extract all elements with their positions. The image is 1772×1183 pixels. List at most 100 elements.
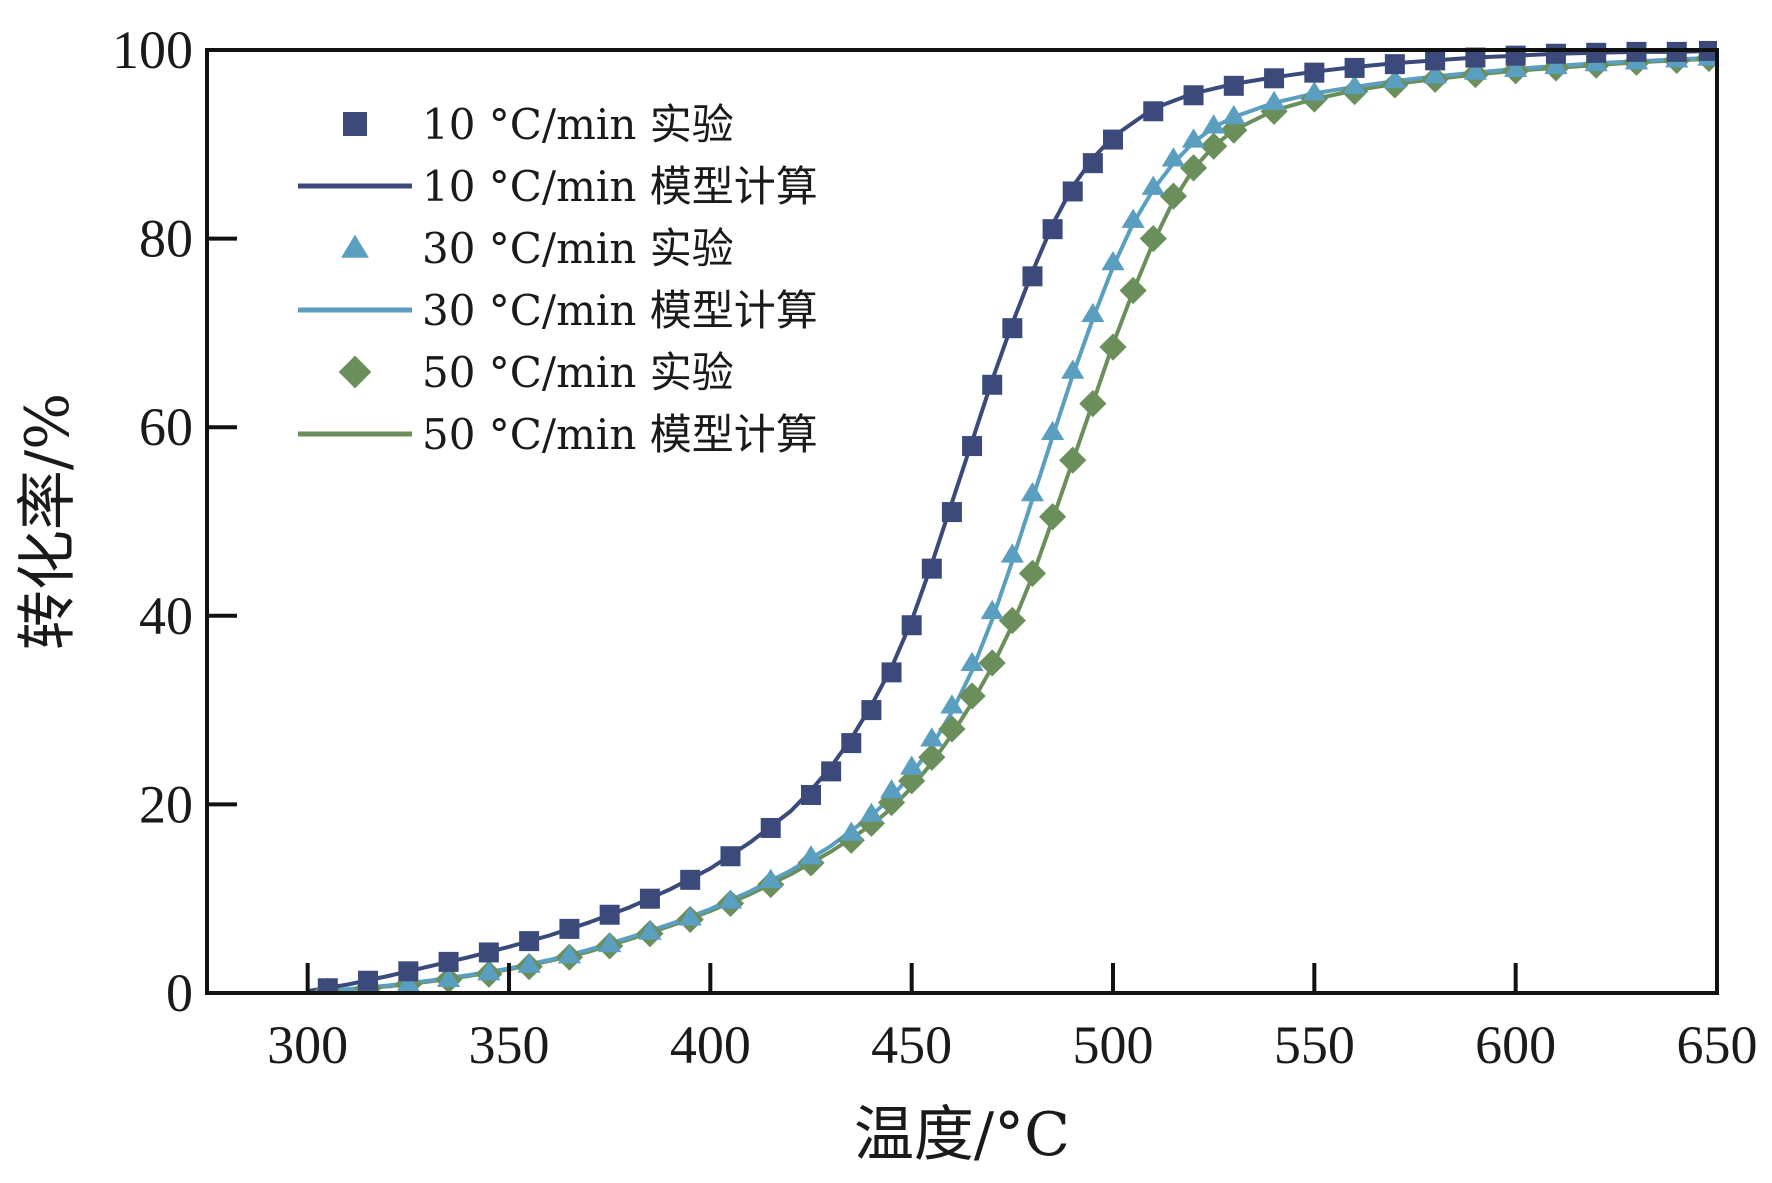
x-tick-label: 300 [267, 1015, 348, 1075]
triangle-data-point [1504, 57, 1528, 77]
triangle-data-point [1463, 60, 1487, 80]
x-axis-ticks: 300 350 400 450 500 550 600 650 [267, 963, 1758, 1075]
square-data-point [1062, 181, 1083, 202]
triangle-data-point [598, 932, 622, 953]
legend-entry-2: 30 °C/min 实验 [341, 224, 734, 273]
legend-marker-square [343, 112, 367, 136]
diamond-data-point [857, 809, 885, 837]
triangle-data-point [1121, 208, 1145, 228]
diamond-data-point [1179, 154, 1208, 182]
y-axis-title: 转化率/% [13, 393, 83, 650]
legend-entry-3: 30 °C/min 模型计算 [298, 286, 818, 335]
y-tick-label: 20 [139, 774, 193, 834]
square-data-point [1022, 266, 1043, 287]
square-data-point [1143, 101, 1164, 122]
triangle-data-point [477, 961, 501, 981]
series-points-2 [319, 46, 1717, 993]
triangle-data-point [1302, 81, 1326, 101]
square-data-point [720, 846, 741, 867]
square-data-point [438, 951, 459, 972]
legend-marker-diamond [338, 355, 372, 389]
x-tick-label: 600 [1475, 1015, 1556, 1075]
square-data-point [317, 978, 338, 993]
square-data-point [821, 761, 842, 782]
diamond-data-point [1260, 97, 1288, 125]
diamond-data-point [918, 743, 946, 771]
square-data-point [1304, 62, 1325, 83]
legend-entry-5: 50 °C/min 模型计算 [298, 410, 818, 459]
triangle-data-point [1101, 251, 1125, 271]
square-data-point [841, 733, 862, 754]
triangle-data-point [1061, 359, 1085, 379]
triangle-data-point [638, 920, 662, 940]
y-tick-label: 100 [112, 20, 193, 80]
triangle-data-point [900, 755, 924, 775]
data-layer [307, 40, 1717, 993]
square-data-point [1465, 47, 1486, 68]
square-data-point [1384, 54, 1405, 75]
triangle-data-point [1181, 128, 1206, 148]
triangle-data-point [920, 727, 944, 747]
square-data-point [921, 558, 942, 579]
square-data-point [639, 888, 660, 909]
triangle-data-point [799, 845, 823, 865]
square-data-point [478, 942, 499, 963]
square-data-point [941, 502, 962, 523]
series-points-0 [317, 40, 1717, 993]
diamond-data-point [1159, 182, 1187, 210]
square-data-point [1223, 75, 1244, 96]
x-tick-label: 500 [1073, 1015, 1154, 1075]
diamond-data-point [1200, 132, 1228, 160]
x-tick-label: 550 [1274, 1015, 1355, 1075]
diamond-data-point [1139, 225, 1167, 253]
square-data-point [901, 615, 922, 636]
triangle-data-point [1161, 147, 1185, 167]
triangle-data-point [859, 802, 883, 822]
triangle-data-point [1343, 74, 1367, 94]
triangle-data-point [1202, 114, 1226, 134]
diamond-data-point [978, 649, 1006, 677]
square-data-point [1586, 42, 1607, 63]
square-data-point [519, 931, 540, 952]
x-axis-title: 温度/°C [854, 1100, 1070, 1170]
legend-entry-1: 10 °C/min 模型计算 [298, 162, 818, 211]
square-data-point [1425, 50, 1446, 71]
triangle-data-point [839, 821, 863, 841]
diamond-data-point [1039, 503, 1067, 531]
legend-label: 50 °C/min 模型计算 [422, 410, 818, 459]
triangle-data-point [1081, 302, 1105, 323]
triangle-data-point [879, 779, 904, 799]
square-data-point [1264, 68, 1285, 89]
triangle-data-point [759, 868, 783, 888]
diamond-data-point [898, 767, 926, 795]
legend: 10 °C/min 实验 10 °C/min 模型计算 30 °C/min 实验 30… [298, 100, 818, 459]
square-data-point [358, 970, 379, 991]
square-data-point [1545, 43, 1566, 64]
y-tick-label: 40 [139, 586, 193, 646]
triangle-data-point [980, 599, 1004, 620]
diamond-data-point [1099, 333, 1127, 361]
y-axis-ticks: 0 20 40 60 80 100 [112, 20, 237, 1023]
triangle-data-point [960, 651, 984, 672]
square-data-point [861, 700, 882, 721]
x-tick-label: 400 [670, 1015, 751, 1075]
triangle-data-point [1000, 543, 1024, 563]
y-tick-label: 0 [166, 963, 193, 1023]
square-data-point [1103, 129, 1123, 150]
square-data-point [801, 784, 821, 805]
legend-label: 30 °C/min 实验 [422, 224, 734, 273]
square-data-point [1002, 318, 1023, 339]
triangle-data-point [437, 967, 461, 987]
triangle-data-point [557, 944, 581, 964]
triangle-data-point [1262, 90, 1286, 110]
legend-entry-0: 10 °C/min 实验 [343, 100, 734, 149]
square-data-point [559, 918, 580, 939]
triangle-data-point [517, 953, 541, 973]
triangle-data-point [1020, 482, 1045, 502]
diamond-data-point [938, 715, 966, 743]
triangle-data-point [1544, 54, 1568, 75]
triangle-data-point [718, 889, 743, 909]
diamond-data-point [958, 682, 986, 710]
diamond-data-point [998, 606, 1026, 635]
